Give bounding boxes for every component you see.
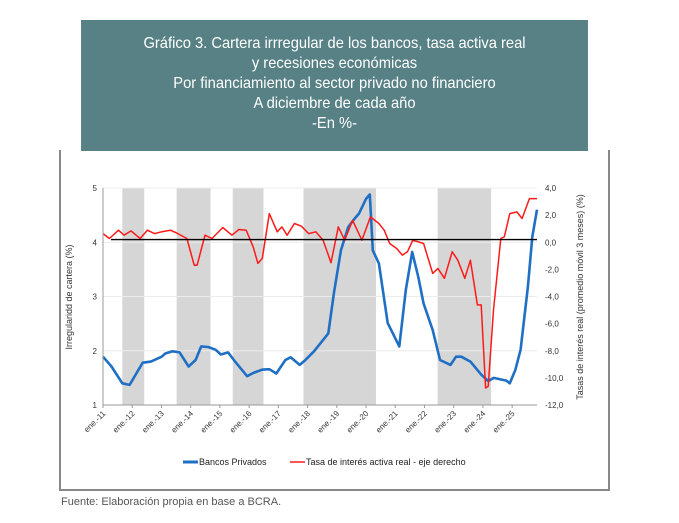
y-axis-label-right: Tasas de interés real (promedio móvil 3 …	[575, 194, 585, 400]
series-line-tasa-activa-real	[102, 197, 537, 389]
title-line: y recesiones económicas	[251, 55, 418, 72]
title-line: A diciembre de cada año	[253, 95, 416, 112]
x-tick-label: ene.-17	[257, 409, 283, 435]
x-tick-label: ene.-13	[140, 409, 166, 435]
x-tick-label: ene.-18	[286, 409, 312, 435]
x-tick-label: ene.-19	[316, 409, 342, 435]
x-tick-label: ene.-24	[462, 409, 488, 435]
legend-label: Tasa de interés activa real - eje derech…	[306, 457, 466, 467]
chart-title-banner: Gráfico 3. Cartera irrregular de los ban…	[81, 20, 588, 151]
y-tick-label-right: -12,0	[545, 401, 564, 410]
y-tick-label-right: 4,0	[545, 184, 557, 193]
y-tick-label-right: -4,0	[545, 293, 559, 302]
y-tick-label-left: 5	[93, 184, 98, 193]
y-tick-label-left: 3	[93, 293, 98, 302]
legend: Bancos Privados Tasa de interés activa r…	[183, 457, 466, 467]
x-tick-label: ene.-11	[82, 409, 108, 435]
y-tick-label-left: 1	[93, 401, 98, 410]
y-tick-label-right: -8,0	[545, 347, 559, 356]
x-tick-label: ene.-14	[170, 409, 196, 435]
y-tick-label-right: -10,0	[545, 374, 564, 383]
x-tick-label: ene.-21	[374, 409, 400, 435]
x-tick-label: ene.-22	[403, 409, 429, 435]
x-tick-label: ene.-12	[111, 409, 137, 435]
y-tick-label-left: 4	[93, 238, 98, 247]
series-line-bancos-privados	[102, 193, 539, 387]
title-line: Por financiamiento al sector privado no …	[173, 75, 496, 92]
x-tick-label: ene.-25	[491, 409, 517, 435]
legend-label: Bancos Privados	[199, 457, 267, 467]
chart-frame	[59, 150, 610, 491]
title-line: -En %-	[312, 115, 357, 132]
source-note: Fuente: Elaboración propia en base a BCR…	[61, 496, 282, 508]
x-tick-label: ene.-23	[433, 409, 459, 435]
y-tick-label-right: -2,0	[545, 265, 559, 274]
title-line: Gráfico 3. Cartera irrregular de los ban…	[143, 35, 526, 52]
x-tick-label: ene.-20	[345, 409, 371, 435]
y-tick-label-right: 0,0	[545, 238, 557, 247]
y-axis-label-left: Irregularidd de cartera (%)	[64, 244, 74, 349]
y-tick-label-right: 2,0	[545, 211, 557, 220]
y-tick-label-left: 2	[93, 347, 98, 356]
x-tick-label: ene.-15	[199, 409, 225, 435]
y-tick-label-right: -6,0	[545, 320, 559, 329]
x-tick-label: ene.-16	[228, 409, 254, 435]
